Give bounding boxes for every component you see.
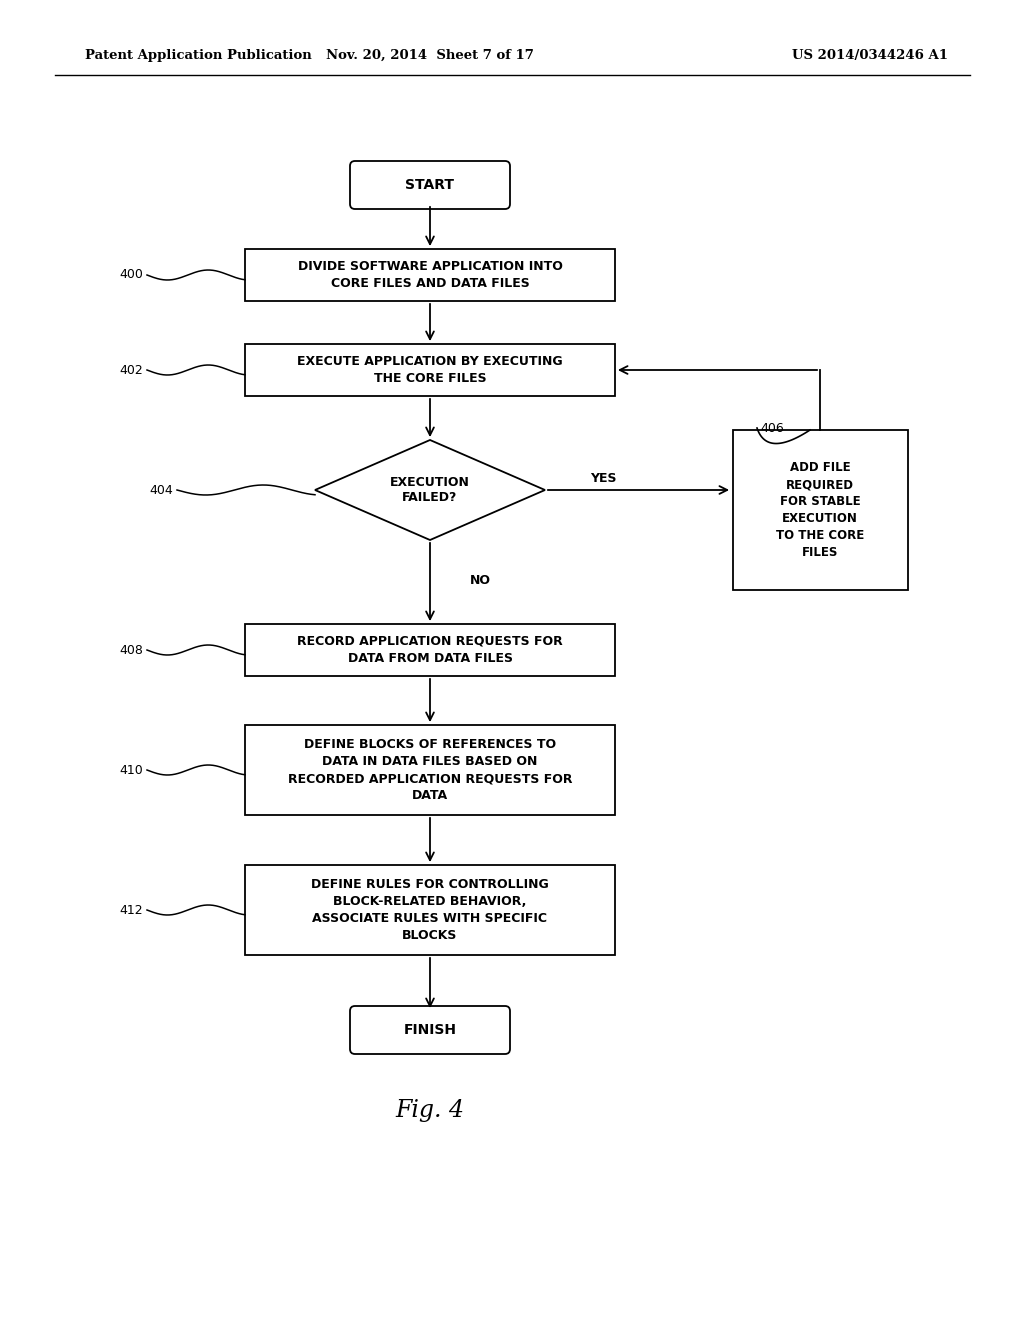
FancyBboxPatch shape xyxy=(350,161,510,209)
Text: NO: NO xyxy=(470,573,490,586)
Text: EXECUTION
FAILED?: EXECUTION FAILED? xyxy=(390,477,470,504)
Text: 408: 408 xyxy=(119,644,143,656)
FancyBboxPatch shape xyxy=(350,1006,510,1053)
Text: 402: 402 xyxy=(119,363,143,376)
Text: RECORD APPLICATION REQUESTS FOR
DATA FROM DATA FILES: RECORD APPLICATION REQUESTS FOR DATA FRO… xyxy=(297,635,563,665)
Text: YES: YES xyxy=(590,471,616,484)
Bar xyxy=(245,345,615,396)
Text: Nov. 20, 2014  Sheet 7 of 17: Nov. 20, 2014 Sheet 7 of 17 xyxy=(326,49,534,62)
Text: 410: 410 xyxy=(119,763,143,776)
Text: FINISH: FINISH xyxy=(403,1023,457,1038)
Text: DEFINE BLOCKS OF REFERENCES TO
DATA IN DATA FILES BASED ON
RECORDED APPLICATION : DEFINE BLOCKS OF REFERENCES TO DATA IN D… xyxy=(288,738,572,803)
Bar xyxy=(732,430,907,590)
Text: Fig. 4: Fig. 4 xyxy=(395,1098,465,1122)
Text: EXECUTE APPLICATION BY EXECUTING
THE CORE FILES: EXECUTE APPLICATION BY EXECUTING THE COR… xyxy=(297,355,563,385)
Text: START: START xyxy=(406,178,455,191)
Text: DEFINE RULES FOR CONTROLLING
BLOCK-RELATED BEHAVIOR,
ASSOCIATE RULES WITH SPECIF: DEFINE RULES FOR CONTROLLING BLOCK-RELAT… xyxy=(311,878,549,942)
Text: Patent Application Publication: Patent Application Publication xyxy=(85,49,311,62)
Text: ADD FILE
REQUIRED
FOR STABLE
EXECUTION
TO THE CORE
FILES: ADD FILE REQUIRED FOR STABLE EXECUTION T… xyxy=(776,461,864,558)
Bar xyxy=(245,624,615,676)
Text: 400: 400 xyxy=(119,268,143,281)
Bar xyxy=(245,865,615,954)
Text: 404: 404 xyxy=(150,483,173,496)
Text: 412: 412 xyxy=(120,903,143,916)
Bar xyxy=(245,249,615,301)
Text: 406: 406 xyxy=(760,421,783,434)
Text: US 2014/0344246 A1: US 2014/0344246 A1 xyxy=(792,49,948,62)
Text: DIVIDE SOFTWARE APPLICATION INTO
CORE FILES AND DATA FILES: DIVIDE SOFTWARE APPLICATION INTO CORE FI… xyxy=(298,260,562,290)
Bar xyxy=(245,725,615,814)
Polygon shape xyxy=(315,440,545,540)
